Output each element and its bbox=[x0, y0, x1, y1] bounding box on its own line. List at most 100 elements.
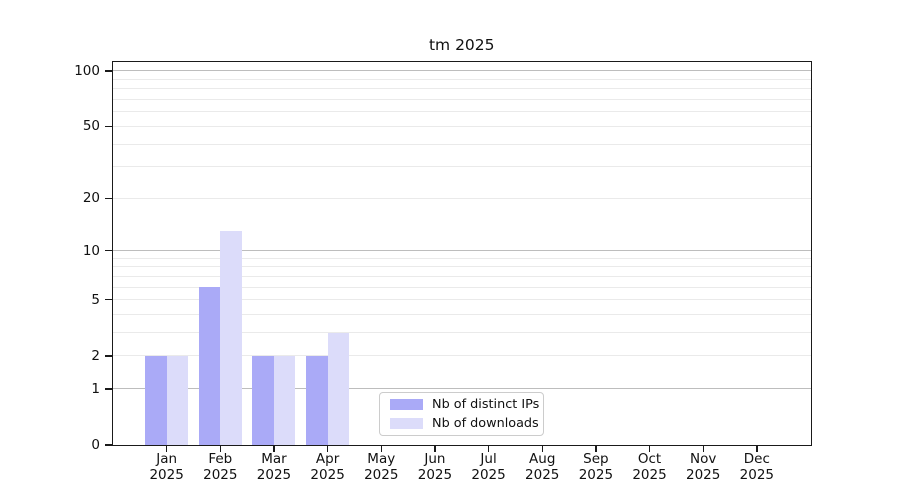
x-tick-label: Mar 2025 bbox=[244, 451, 304, 484]
x-tick-year: 2025 bbox=[310, 467, 345, 483]
y-tick-label: 100 bbox=[74, 62, 100, 79]
x-tick-month: Nov bbox=[690, 450, 717, 467]
chart-title: tm 2025 bbox=[428, 36, 495, 54]
x-tick-label: Feb 2025 bbox=[190, 451, 250, 484]
y-tick-mark bbox=[105, 444, 112, 446]
legend-label: Nb of distinct IPs bbox=[432, 397, 540, 412]
x-tick-year: 2025 bbox=[364, 467, 399, 483]
x-tick-label: May 2025 bbox=[351, 451, 411, 484]
gridline-minor bbox=[113, 99, 811, 101]
gridline-major bbox=[113, 250, 811, 252]
y-tick-label: 0 bbox=[91, 437, 100, 453]
legend: Nb of distinct IPs Nb of downloads bbox=[379, 392, 544, 436]
x-tick-month: May bbox=[367, 450, 396, 467]
bar-distinct-ips-feb bbox=[198, 287, 221, 445]
x-tick-year: 2025 bbox=[632, 467, 667, 483]
gridline-minor bbox=[113, 197, 811, 199]
x-tick-year: 2025 bbox=[203, 467, 238, 483]
x-tick-mark bbox=[541, 446, 543, 452]
gridline-minor bbox=[113, 299, 811, 301]
x-tick-mark bbox=[219, 446, 221, 452]
x-tick-year: 2025 bbox=[417, 467, 453, 483]
y-tick-label: 10 bbox=[82, 242, 100, 259]
gridline-minor bbox=[113, 286, 811, 288]
y-tick-label: 2 bbox=[91, 347, 100, 364]
bar-downloads-jan bbox=[166, 355, 189, 445]
x-tick-label: Jun 2025 bbox=[405, 451, 465, 484]
x-tick-month: Jul bbox=[480, 450, 497, 467]
x-tick-month: Jan bbox=[156, 450, 178, 467]
x-tick-month: Feb bbox=[208, 450, 233, 467]
x-tick-year: 2025 bbox=[256, 467, 292, 483]
bar-distinct-ips-jan bbox=[145, 355, 167, 445]
gridline-minor bbox=[113, 125, 811, 127]
legend-swatch bbox=[390, 399, 423, 410]
x-tick-mark bbox=[166, 446, 168, 452]
x-tick-year: 2025 bbox=[525, 467, 560, 483]
gridline-major bbox=[113, 70, 811, 72]
gridline-minor bbox=[113, 88, 811, 90]
bar-downloads-mar bbox=[273, 355, 296, 445]
bar-downloads-apr bbox=[327, 332, 350, 445]
bar-downloads-feb bbox=[220, 231, 242, 445]
x-tick-label: Apr 2025 bbox=[298, 451, 358, 484]
x-tick-month: Aug bbox=[529, 450, 556, 467]
x-tick-month: Apr bbox=[315, 450, 340, 467]
gridline-minor bbox=[113, 275, 811, 277]
x-tick-mark bbox=[273, 446, 275, 452]
legend-item: Nb of downloads bbox=[390, 416, 539, 431]
x-tick-month: Oct bbox=[637, 450, 662, 467]
x-tick-label: Aug 2025 bbox=[512, 451, 572, 484]
x-tick-year: 2025 bbox=[578, 467, 614, 483]
x-tick-year: 2025 bbox=[471, 467, 506, 483]
x-tick-mark bbox=[595, 446, 597, 452]
x-tick-label: Jan 2025 bbox=[137, 451, 197, 484]
gridline-minor bbox=[113, 111, 811, 113]
x-tick-month: Jun bbox=[424, 450, 446, 467]
y-tick-mark bbox=[105, 355, 112, 357]
x-tick-mark bbox=[434, 446, 436, 452]
x-tick-month: Sep bbox=[583, 450, 609, 467]
x-tick-month: Dec bbox=[743, 450, 770, 467]
gridline-minor bbox=[113, 166, 811, 168]
gridline-minor bbox=[113, 314, 811, 316]
y-tick-mark bbox=[105, 299, 112, 301]
x-tick-year: 2025 bbox=[149, 467, 184, 483]
y-tick-label: 20 bbox=[82, 190, 100, 207]
x-tick-label: Jul 2025 bbox=[459, 451, 519, 484]
x-tick-mark bbox=[327, 446, 329, 452]
legend-label: Nb of downloads bbox=[432, 416, 539, 431]
x-tick-label: Dec 2025 bbox=[727, 451, 787, 484]
y-tick-label: 50 bbox=[82, 118, 100, 135]
gridline-minor bbox=[113, 355, 811, 357]
x-tick-mark bbox=[487, 446, 490, 452]
y-tick-mark bbox=[105, 250, 112, 252]
x-tick-label: Nov 2025 bbox=[673, 451, 733, 484]
y-tick-mark bbox=[105, 388, 112, 390]
legend-swatch bbox=[390, 418, 423, 429]
x-tick-mark bbox=[702, 446, 704, 452]
x-tick-mark bbox=[756, 446, 758, 452]
x-tick-mark bbox=[380, 446, 382, 452]
y-tick-mark bbox=[105, 197, 112, 199]
bar-distinct-ips-mar bbox=[252, 355, 274, 445]
legend-item: Nb of distinct IPs bbox=[390, 397, 539, 412]
x-tick-month: Mar bbox=[261, 450, 287, 467]
y-tick-mark bbox=[105, 125, 112, 128]
x-tick-label: Sep 2025 bbox=[566, 451, 626, 484]
gridline-minor bbox=[113, 143, 811, 145]
y-tick-label: 1 bbox=[91, 380, 100, 397]
x-tick-year: 2025 bbox=[686, 467, 721, 483]
gridline-minor bbox=[113, 266, 811, 268]
x-tick-year: 2025 bbox=[739, 467, 775, 483]
gridline-major bbox=[113, 388, 811, 390]
gridline-minor bbox=[113, 257, 811, 259]
bar-distinct-ips-apr bbox=[306, 355, 328, 445]
x-tick-mark bbox=[648, 446, 651, 452]
gridline-minor bbox=[113, 78, 811, 80]
y-tick-mark bbox=[105, 70, 112, 72]
x-tick-label: Oct 2025 bbox=[620, 451, 680, 484]
y-tick-label: 5 bbox=[91, 291, 100, 308]
gridline-minor bbox=[113, 332, 811, 334]
